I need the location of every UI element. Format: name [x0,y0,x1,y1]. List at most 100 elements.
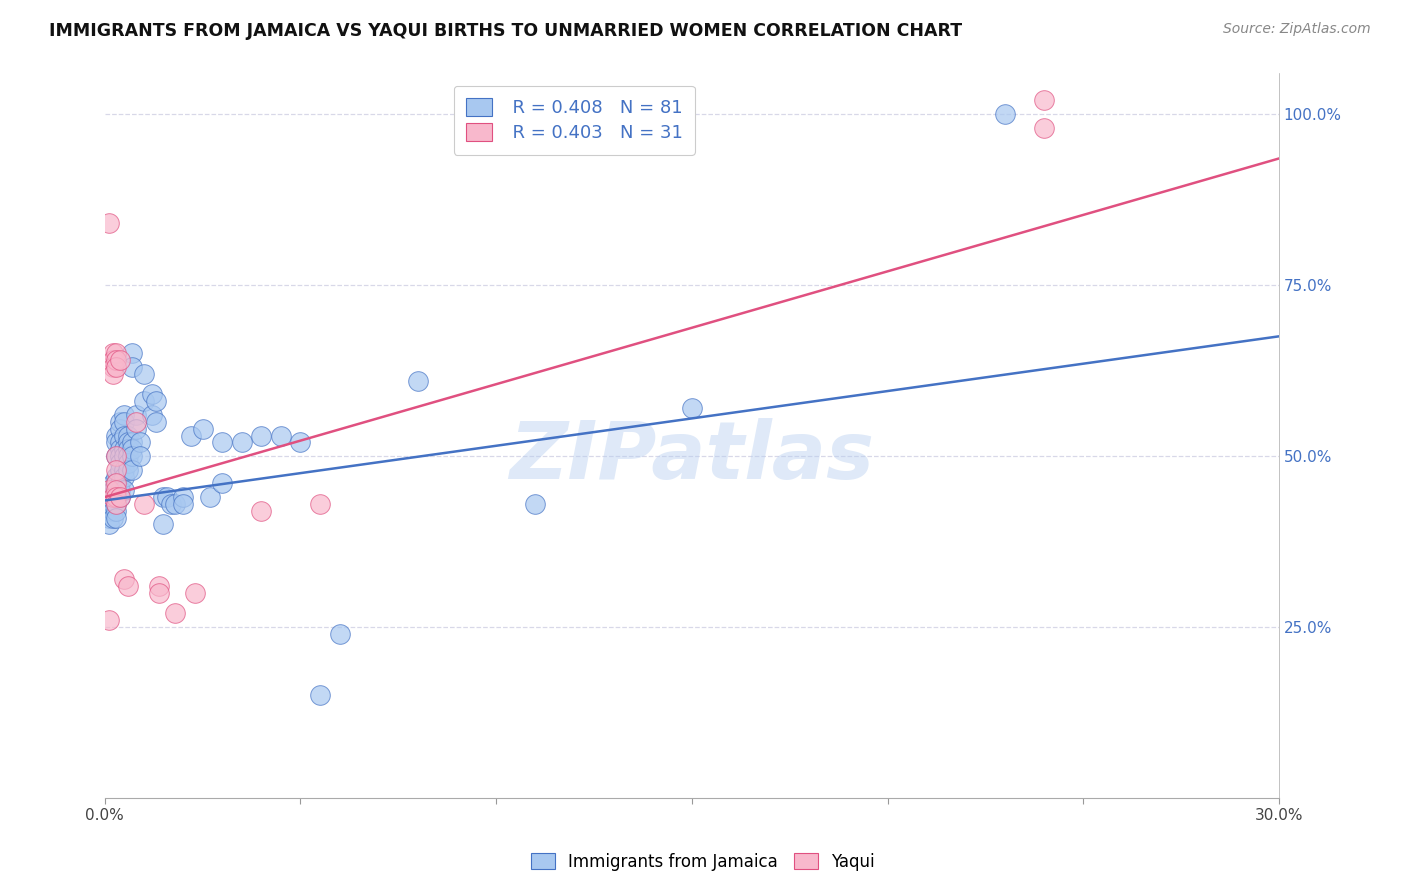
Point [148,586,170,600]
Point [110,415,132,429]
Point [117,428,139,442]
Point [101,510,124,524]
Point [110,456,132,470]
Point [156,490,179,504]
Point [1033,120,1056,135]
Point [110,435,132,450]
Legend:   R = 0.408   N = 81,   R = 0.403   N = 31: R = 0.408 N = 81, R = 0.403 N = 31 [454,86,695,155]
Point [145,394,167,409]
Point [101,504,124,518]
Point [105,428,128,442]
Point [191,422,214,436]
Point [105,483,128,498]
Point [101,476,124,491]
Point [200,490,222,504]
Point [145,415,167,429]
Point [406,374,429,388]
Point [328,627,350,641]
Point [105,435,128,450]
Point [117,442,139,457]
Text: ZIPatlas: ZIPatlas [509,418,875,496]
Point [112,415,135,429]
Point [105,497,128,511]
Point [101,497,124,511]
Point [105,360,128,375]
Point [211,435,233,450]
Point [105,476,128,491]
Point [141,387,163,401]
Point [117,579,139,593]
Point [125,422,148,436]
Point [112,572,135,586]
Point [110,490,132,504]
Point [152,517,174,532]
Point [165,497,187,511]
Point [105,490,128,504]
Text: IMMIGRANTS FROM JAMAICA VS YAQUI BIRTHS TO UNMARRIED WOMEN CORRELATION CHART: IMMIGRANTS FROM JAMAICA VS YAQUI BIRTHS … [49,22,962,40]
Point [121,360,143,375]
Point [152,490,174,504]
Point [180,428,202,442]
Point [105,490,128,504]
Point [172,490,194,504]
Point [121,435,143,450]
Point [97,613,120,627]
Point [183,586,205,600]
Point [121,346,143,360]
Point [112,428,135,442]
Point [994,107,1017,121]
Point [105,463,128,477]
Point [110,449,132,463]
Point [110,442,132,457]
Point [101,490,124,504]
Point [117,456,139,470]
Point [110,463,132,477]
Point [129,449,152,463]
Point [309,497,332,511]
Point [117,463,139,477]
Point [117,435,139,450]
Point [105,346,128,360]
Point [270,428,292,442]
Point [250,428,273,442]
Point [112,483,135,498]
Point [97,504,120,518]
Point [165,607,187,621]
Legend: Immigrants from Jamaica, Yaqui: Immigrants from Jamaica, Yaqui [523,845,883,880]
Point [101,367,124,381]
Point [309,689,332,703]
Point [112,463,135,477]
Point [112,469,135,483]
Point [524,497,547,511]
Point [121,442,143,457]
Point [97,510,120,524]
Point [105,476,128,491]
Point [101,360,124,375]
Point [141,408,163,422]
Point [112,408,135,422]
Text: Source: ZipAtlas.com: Source: ZipAtlas.com [1223,22,1371,37]
Point [250,504,273,518]
Point [681,401,703,416]
Point [121,463,143,477]
Point [105,510,128,524]
Point [105,449,128,463]
Point [110,490,132,504]
Point [148,579,170,593]
Point [101,483,124,498]
Point [172,497,194,511]
Point [1033,93,1056,107]
Point [231,435,253,450]
Point [125,415,148,429]
Point [105,353,128,368]
Point [211,476,233,491]
Point [97,483,120,498]
Point [101,353,124,368]
Point [125,408,148,422]
Point [105,469,128,483]
Point [112,449,135,463]
Point [105,449,128,463]
Point [97,217,120,231]
Point [101,490,124,504]
Point [105,504,128,518]
